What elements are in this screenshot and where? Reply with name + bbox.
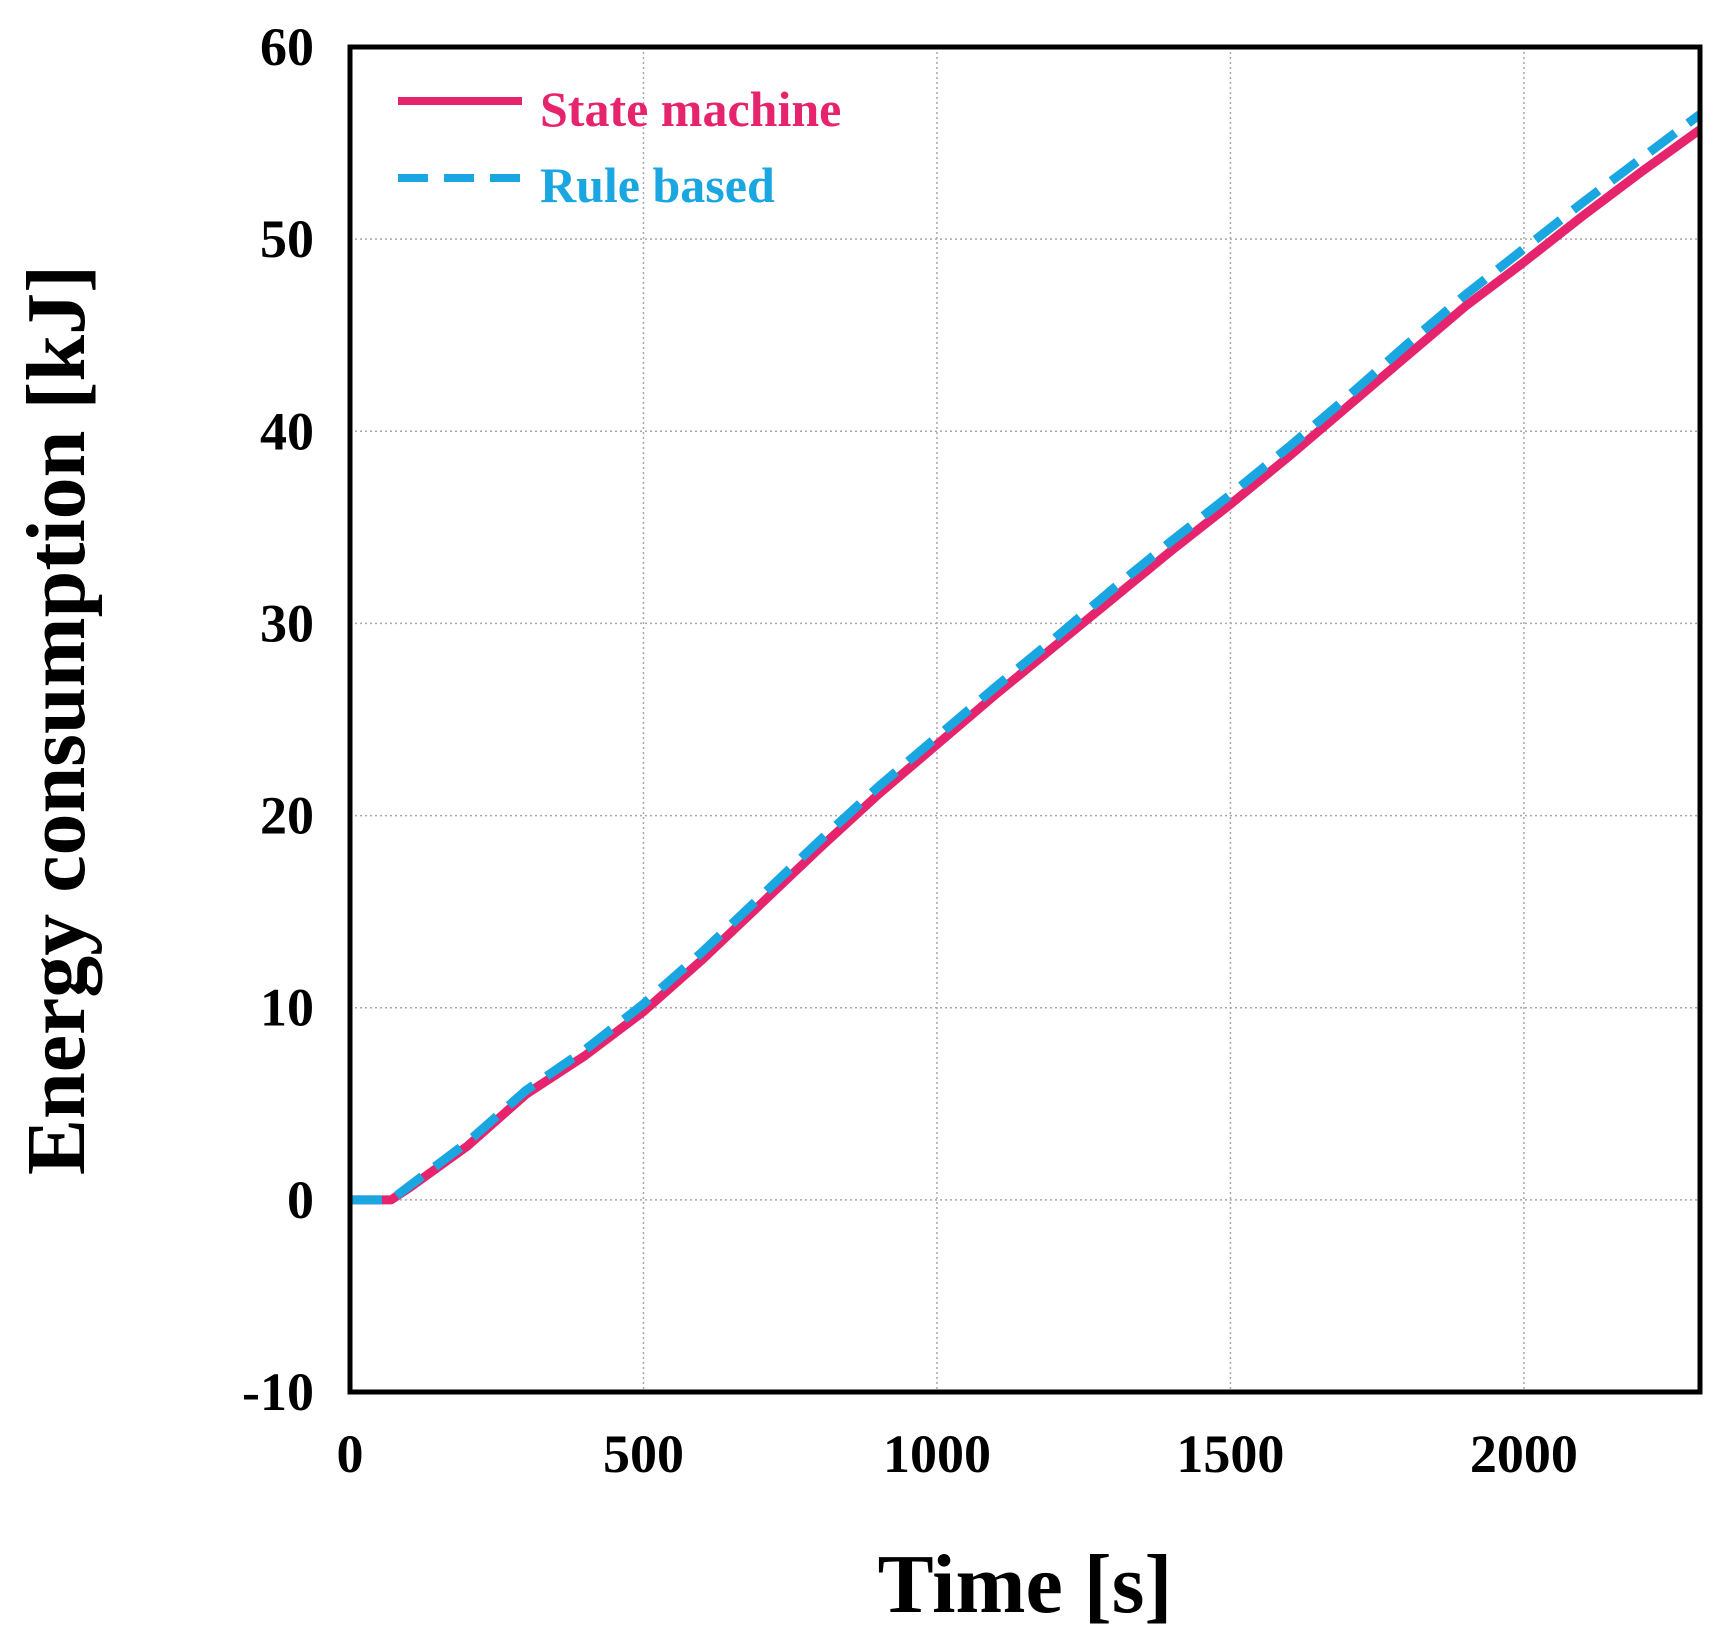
- x-tick-label: 0: [337, 1424, 364, 1484]
- y-tick-labels: -10 0 10 20 30 40 50 60: [242, 17, 314, 1422]
- series-lines: [350, 110, 1703, 1205]
- y-tick-label: -10: [242, 1362, 314, 1422]
- y-tick-label: 40: [260, 401, 314, 461]
- legend-label-rule-based: Rule based: [540, 157, 775, 213]
- y-tick-label: 0: [287, 1170, 314, 1230]
- y-tick-label: 30: [260, 593, 314, 653]
- x-tick-label: 500: [603, 1424, 684, 1484]
- x-tick-label: 2000: [1470, 1424, 1578, 1484]
- series-line-rule-based: [350, 110, 1703, 1205]
- x-tick-labels: 0 500 1000 1500 2000: [337, 1424, 1578, 1484]
- y-axis-title: Energy consumption [kJ]: [10, 265, 103, 1175]
- y-tick-label: 50: [260, 209, 314, 269]
- legend-label-state-machine: State machine: [540, 81, 841, 137]
- x-tick-label: 1000: [883, 1424, 991, 1484]
- y-tick-label: 60: [260, 17, 314, 77]
- y-tick-label: 10: [260, 978, 314, 1038]
- y-tick-label: 20: [260, 786, 314, 846]
- grid-lines: [350, 47, 1700, 1392]
- plot-frame: [347, 44, 1703, 1395]
- x-tick-label: 1500: [1176, 1424, 1284, 1484]
- x-axis-title: Time [s]: [878, 1538, 1173, 1625]
- legend: State machine Rule based: [398, 81, 841, 213]
